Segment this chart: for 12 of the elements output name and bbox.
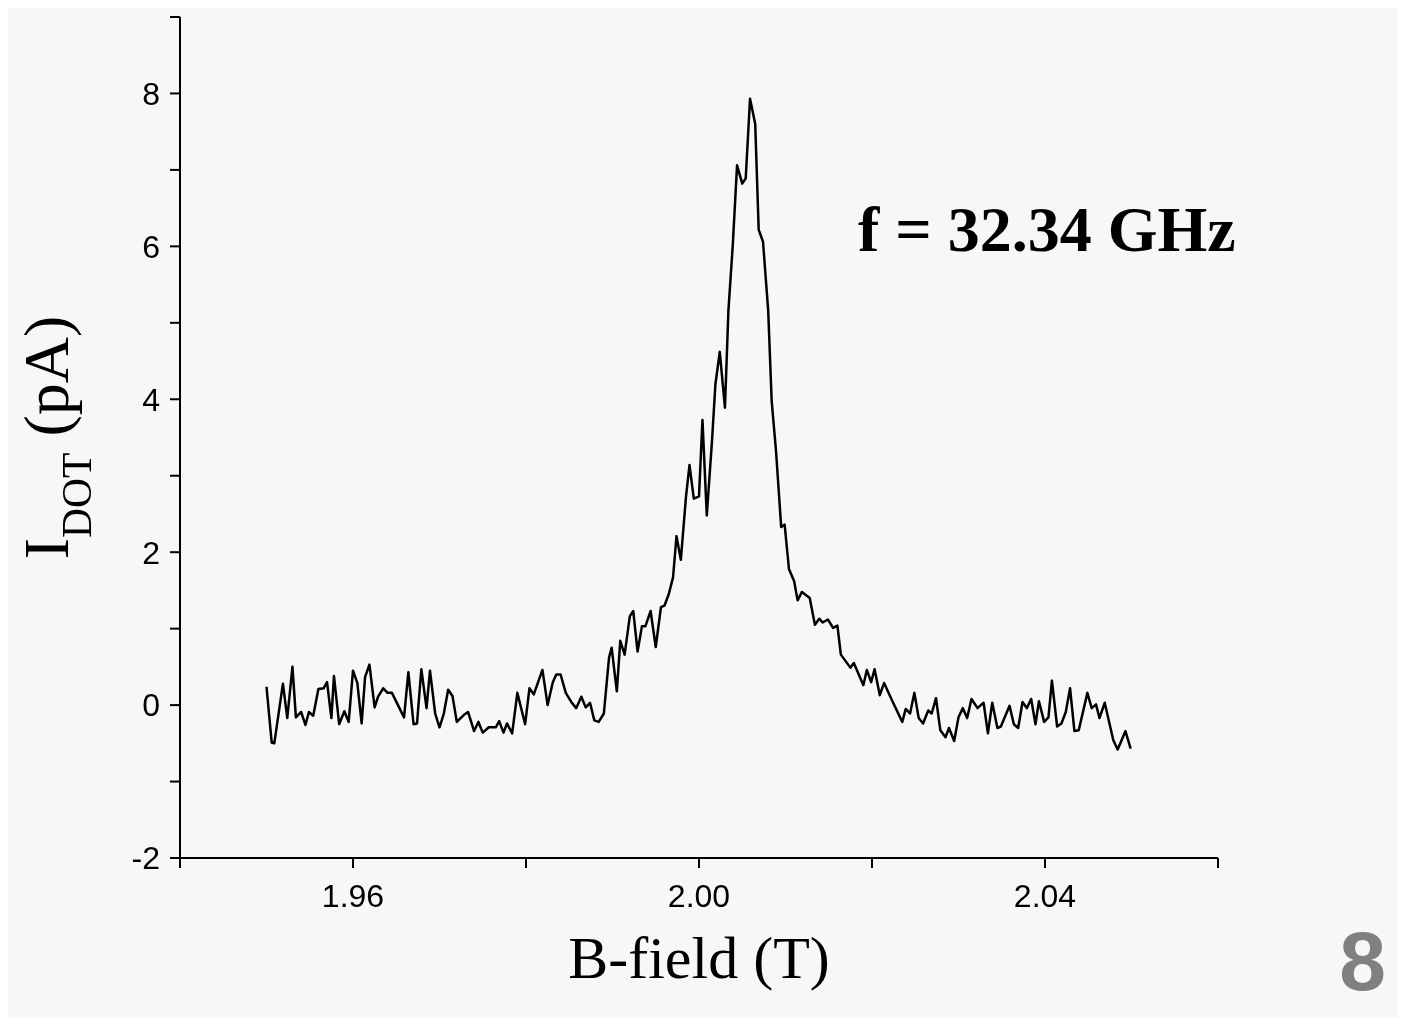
y-tick-label: 6: [142, 228, 160, 265]
x-tick-label: 2.04: [1013, 877, 1077, 914]
x-tick-label: 1.96: [321, 877, 385, 914]
x-axis-title: B-field (T): [568, 925, 830, 991]
annotation: f = 32.34 GHz: [858, 193, 1236, 267]
text: 8: [1339, 913, 1386, 1010]
x-tick-label: 2.00: [667, 877, 731, 914]
y-tick-label: 2: [142, 534, 160, 571]
y-tick-label: 4: [142, 381, 160, 418]
y-tick-label: -2: [131, 840, 160, 877]
y-tick-label: 8: [142, 75, 160, 112]
y-tick-label: 0: [142, 687, 160, 724]
